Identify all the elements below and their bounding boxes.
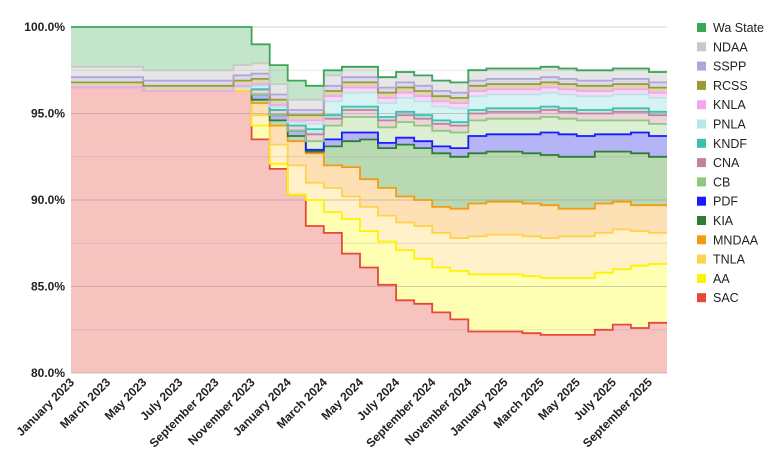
y-axis: 80.0% 85.0% 90.0% 95.0% 100.0% [24, 20, 65, 380]
legend-swatch [697, 177, 706, 187]
y-tick-label: 100.0% [24, 20, 65, 34]
legend-label: NDAA [713, 40, 748, 54]
legend-item-kndf[interactable]: KNDF [697, 137, 747, 151]
legend-swatch [697, 138, 706, 148]
legend-label: PNLA [713, 118, 746, 132]
legend-item-aa[interactable]: AA [697, 272, 730, 286]
legend-swatch [697, 61, 706, 71]
legend-item-sac[interactable]: SAC [697, 291, 739, 305]
legend-swatch [697, 196, 706, 206]
y-tick-label: 90.0% [31, 193, 65, 207]
legend-label: AA [713, 272, 730, 286]
legend-item-cb[interactable]: CB [697, 175, 730, 189]
legend-swatch [697, 42, 706, 52]
legend-item-mndaa[interactable]: MNDAA [697, 233, 759, 247]
legend-label: KNLA [713, 98, 746, 112]
legend-label: RCSS [713, 79, 748, 93]
legend-swatch [697, 293, 706, 303]
legend-swatch [697, 100, 706, 110]
line-knla [71, 83, 667, 122]
legend-item-knla[interactable]: KNLA [697, 98, 746, 112]
area-sac [71, 87, 667, 373]
line-sspp [71, 72, 667, 111]
area-pnla [71, 85, 667, 130]
legend-label: KNDF [713, 137, 747, 151]
legend-swatch [697, 254, 706, 264]
legend-item-kia[interactable]: KIA [697, 214, 734, 228]
area-mndaa [71, 87, 667, 239]
legend-item-ndaa[interactable]: NDAA [697, 40, 748, 54]
area-tnla [71, 87, 667, 278]
line-rcss [71, 78, 667, 117]
area-ndaa [71, 63, 667, 110]
legend-label: KIA [713, 214, 734, 228]
legend-label: MNDAA [713, 233, 759, 247]
area-cna [71, 87, 667, 142]
area-aa [71, 87, 667, 335]
legend-swatch [697, 273, 706, 283]
legend-label: TNLA [713, 253, 746, 267]
legend-swatch [697, 158, 706, 168]
legend-swatch [697, 216, 706, 225]
legend: Wa State NDAA SSPP RCSS KNLA PNLA KNDF CNA CB PDF… [697, 21, 764, 305]
y-tick-label: 80.0% [31, 366, 65, 380]
area-pdf [71, 87, 667, 157]
legend-swatch [697, 80, 706, 90]
legend-swatch [697, 235, 706, 245]
legend-item-pdf[interactable]: PDF [697, 195, 738, 209]
y-tick-label: 95.0% [31, 107, 65, 121]
legend-label: SAC [713, 291, 739, 305]
legend-item-sspp[interactable]: SSPP [697, 60, 746, 74]
y-tick-label: 85.0% [31, 280, 65, 294]
legend-swatch [697, 23, 706, 32]
area-kia [71, 87, 667, 209]
line-wa-state [71, 26, 667, 87]
legend-label: PDF [713, 195, 738, 209]
legend-label: CB [713, 175, 730, 189]
legend-label: CNA [713, 156, 740, 170]
legend-item-cna[interactable]: CNA [697, 156, 740, 170]
area-wa-state [71, 27, 667, 100]
legend-item-wa-state[interactable]: Wa State [697, 21, 764, 35]
legend-label: SSPP [713, 60, 746, 74]
legend-item-rcss[interactable]: RCSS [697, 79, 748, 93]
series-lines [71, 26, 667, 336]
legend-item-tnla[interactable]: TNLA [697, 253, 746, 267]
legend-label: Wa State [713, 21, 764, 35]
legend-swatch [697, 119, 706, 129]
legend-item-pnla[interactable]: PNLA [697, 118, 746, 132]
